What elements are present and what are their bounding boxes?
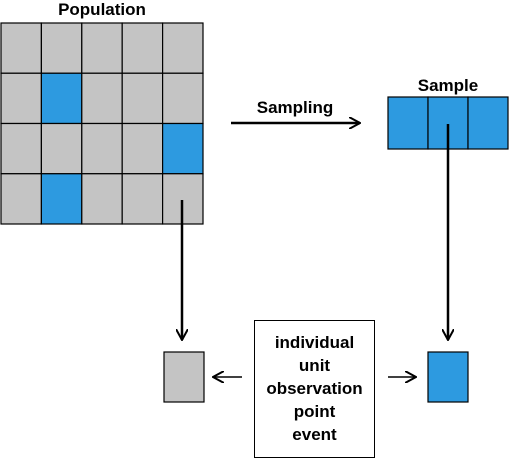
population-cell xyxy=(162,22,204,74)
sample-unit xyxy=(427,351,469,403)
population-label: Population xyxy=(58,0,146,19)
population-cell xyxy=(81,173,123,225)
population-cell xyxy=(0,72,43,125)
population-unit xyxy=(163,351,205,403)
population-cell xyxy=(162,72,204,125)
sampling-label: Sampling xyxy=(257,98,334,117)
population-cell-sampled xyxy=(162,122,204,175)
term-observation: observation xyxy=(266,379,363,398)
sample-cell xyxy=(387,96,429,150)
population-cell-sampled xyxy=(40,72,83,125)
term-individual: individual xyxy=(274,333,355,352)
population-cell xyxy=(40,122,83,175)
population-cell xyxy=(40,22,83,74)
population-cell xyxy=(81,22,123,74)
sample-cell xyxy=(467,96,509,150)
sample-label: Sample xyxy=(418,76,478,95)
population-cell xyxy=(0,173,43,225)
population-cell xyxy=(121,122,164,175)
sample-row xyxy=(387,96,509,150)
population-cell xyxy=(81,122,123,175)
population-cell xyxy=(0,122,43,175)
definition-box: individual unit observation point event xyxy=(254,320,375,458)
population-cell xyxy=(81,72,123,125)
population-cell xyxy=(121,72,164,125)
population-cell xyxy=(121,173,164,225)
population-grid xyxy=(0,22,204,225)
population-cell xyxy=(121,22,164,74)
population-cell xyxy=(0,22,43,74)
population-cell-sampled xyxy=(40,173,83,225)
term-unit: unit xyxy=(298,356,331,375)
term-event: event xyxy=(292,425,337,444)
term-point: point xyxy=(293,402,336,421)
